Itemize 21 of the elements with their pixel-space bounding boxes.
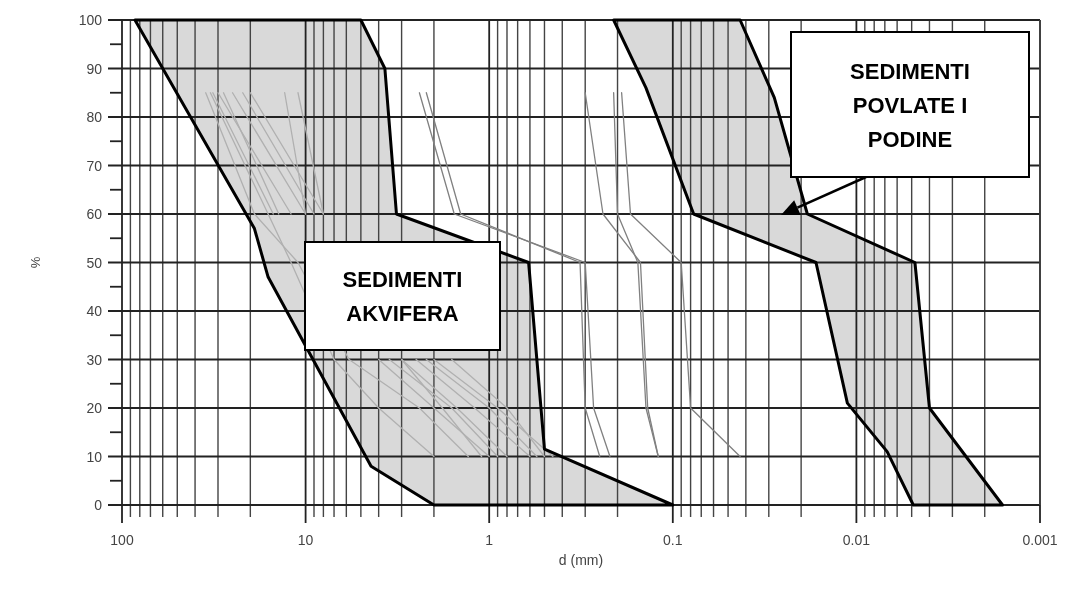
y-tick-label: 100 bbox=[78, 12, 103, 28]
y-tick-label: 10 bbox=[86, 448, 103, 465]
x-tick-label: 0.001 bbox=[1022, 532, 1058, 548]
x-tick-label: 0.01 bbox=[842, 532, 871, 548]
x-tick-label: 10 bbox=[297, 532, 314, 548]
x-axis-title: d (mm) bbox=[558, 552, 604, 568]
x-tick-label: 1 bbox=[485, 532, 494, 548]
annotation: SEDIMENTI POVLATE I PODINE bbox=[850, 58, 970, 152]
y-tick-label: 0 bbox=[94, 497, 103, 513]
y-tick-label: 90 bbox=[86, 60, 103, 77]
y-tick-label: 50 bbox=[86, 254, 103, 271]
y-tick-label: 80 bbox=[86, 109, 103, 125]
y-tick-label: 70 bbox=[86, 157, 103, 174]
y-tick-label: 40 bbox=[86, 303, 103, 319]
x-tick-label: 0.1 bbox=[663, 532, 683, 548]
y-tick-label: 20 bbox=[86, 400, 103, 416]
y-axis-title: % bbox=[28, 256, 43, 269]
y-tick-label: 60 bbox=[86, 206, 103, 222]
x-tick-label: 100 bbox=[110, 532, 134, 548]
y-tick-label: 30 bbox=[86, 351, 103, 368]
annotation: SEDIMENTI AKVIFERA bbox=[342, 267, 463, 326]
